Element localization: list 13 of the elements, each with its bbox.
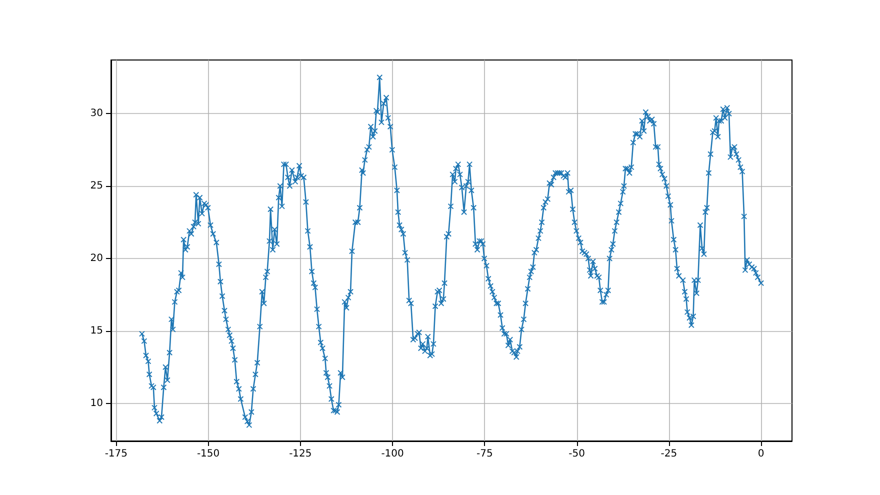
x-tick-label: 0	[758, 448, 764, 460]
x-tick-label: -100	[381, 448, 404, 460]
x-tick-label: -125	[289, 448, 312, 460]
y-tick-label: 30	[90, 108, 103, 120]
y-tick-label: 20	[90, 252, 103, 264]
x-tick-label: -25	[660, 448, 678, 460]
x-tick-label: -75	[476, 448, 493, 460]
x-tick-label: -50	[568, 448, 585, 460]
x-tick-label: -175	[104, 448, 128, 460]
y-tick-label: 15	[90, 325, 103, 336]
x-tick-label: -150	[196, 448, 220, 460]
y-tick-label: 25	[90, 180, 103, 192]
y-tick-label: 10	[90, 398, 103, 409]
